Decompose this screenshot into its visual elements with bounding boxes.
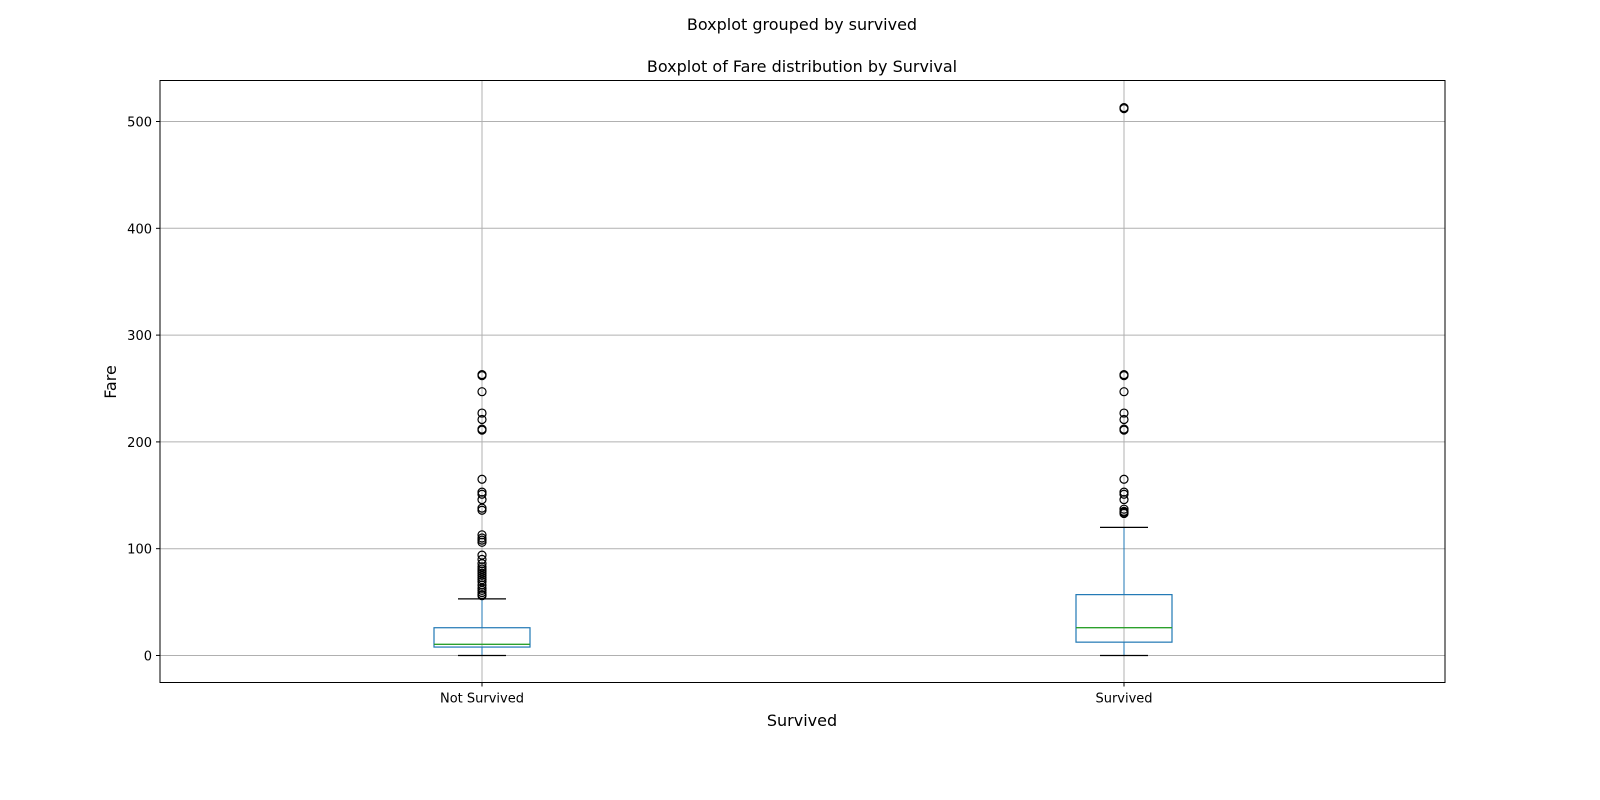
outlier-point — [477, 370, 487, 380]
outlier-point — [477, 414, 487, 425]
outlier-point — [477, 550, 487, 560]
y-tick-label: 0 — [144, 650, 152, 665]
suptitle: Boxplot grouped by survived — [687, 15, 917, 34]
box-iqr — [1075, 594, 1173, 643]
x-tick-label: Survived — [1095, 692, 1152, 707]
box-layer — [433, 103, 1173, 657]
x-tick-label: Not Survived — [440, 692, 524, 707]
outlier-point — [1119, 504, 1129, 514]
x-axis-label: Survived — [767, 711, 837, 730]
y-axis: 0 100 200 300 400 500 — [127, 116, 160, 665]
outlier-point — [477, 387, 487, 397]
y-tick-label: 300 — [127, 329, 152, 344]
x-axis: Not Survived Survived — [440, 682, 1153, 707]
y-axis-label: Fare — [101, 365, 120, 399]
plot-frame — [159, 80, 1446, 683]
outlier-point — [477, 474, 487, 484]
outlier-point — [1119, 487, 1129, 497]
outlier-point — [1119, 414, 1129, 425]
y-tick-label: 500 — [127, 116, 152, 131]
y-tick-label: 200 — [127, 436, 152, 451]
outlier-point — [477, 408, 487, 418]
outlier-point — [477, 487, 487, 497]
box-iqr — [433, 627, 531, 648]
outlier-point — [477, 533, 487, 543]
outlier-point — [1119, 103, 1129, 113]
outlier-point — [1119, 474, 1129, 484]
outlier-point — [1119, 370, 1129, 380]
box-group — [433, 370, 531, 657]
outlier-point — [1119, 424, 1129, 434]
outlier-point — [1119, 387, 1129, 397]
grid-layer — [160, 80, 1445, 683]
box-group — [1075, 103, 1173, 657]
outlier-point — [477, 554, 487, 564]
y-tick-label: 100 — [127, 543, 152, 558]
outlier-point — [477, 424, 487, 434]
y-tick-label: 400 — [127, 222, 152, 237]
outlier-point — [477, 530, 487, 540]
chart-title: Boxplot of Fare distribution by Survival — [647, 57, 957, 76]
outlier-point — [1119, 408, 1129, 418]
